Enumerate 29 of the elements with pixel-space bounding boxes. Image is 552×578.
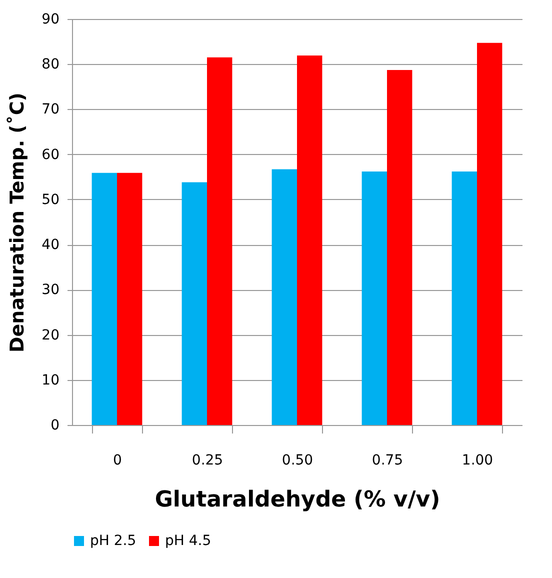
x-tick-label: 1.00 <box>462 452 494 468</box>
y-tick-label: 20 <box>42 327 60 344</box>
legend-label: pH 2.5 <box>90 533 136 549</box>
x-tick-label: 0.25 <box>192 452 224 468</box>
bar <box>207 57 232 425</box>
y-tick-label: 80 <box>42 56 60 73</box>
x-axis-title: Glutaraldehyde (% v/v) <box>154 488 440 512</box>
bar <box>272 169 297 425</box>
y-tick-label: 70 <box>42 102 60 118</box>
y-tick-label: 30 <box>42 282 60 298</box>
bar <box>387 70 412 425</box>
y-tick-label: 50 <box>42 192 60 208</box>
y-tick-label: 40 <box>42 237 60 254</box>
x-tick-label: 0.75 <box>372 452 404 468</box>
y-tick-label: 60 <box>42 146 60 163</box>
x-tick-label: 0 <box>113 452 122 468</box>
bar <box>182 182 207 425</box>
y-axis-title: Denaturation Temp. (˚C) <box>6 92 29 352</box>
y-tick-label: 90 <box>42 12 60 28</box>
bar <box>477 42 502 425</box>
y-tick-label: 10 <box>42 372 60 388</box>
bar <box>362 171 387 425</box>
legend-label: pH 4.5 <box>165 533 212 549</box>
bar <box>117 172 142 425</box>
bar <box>452 171 477 425</box>
y-tick-label: 0 <box>50 418 60 434</box>
bar <box>92 172 117 425</box>
bar <box>297 56 322 425</box>
x-tick-label: 0.50 <box>282 452 314 468</box>
